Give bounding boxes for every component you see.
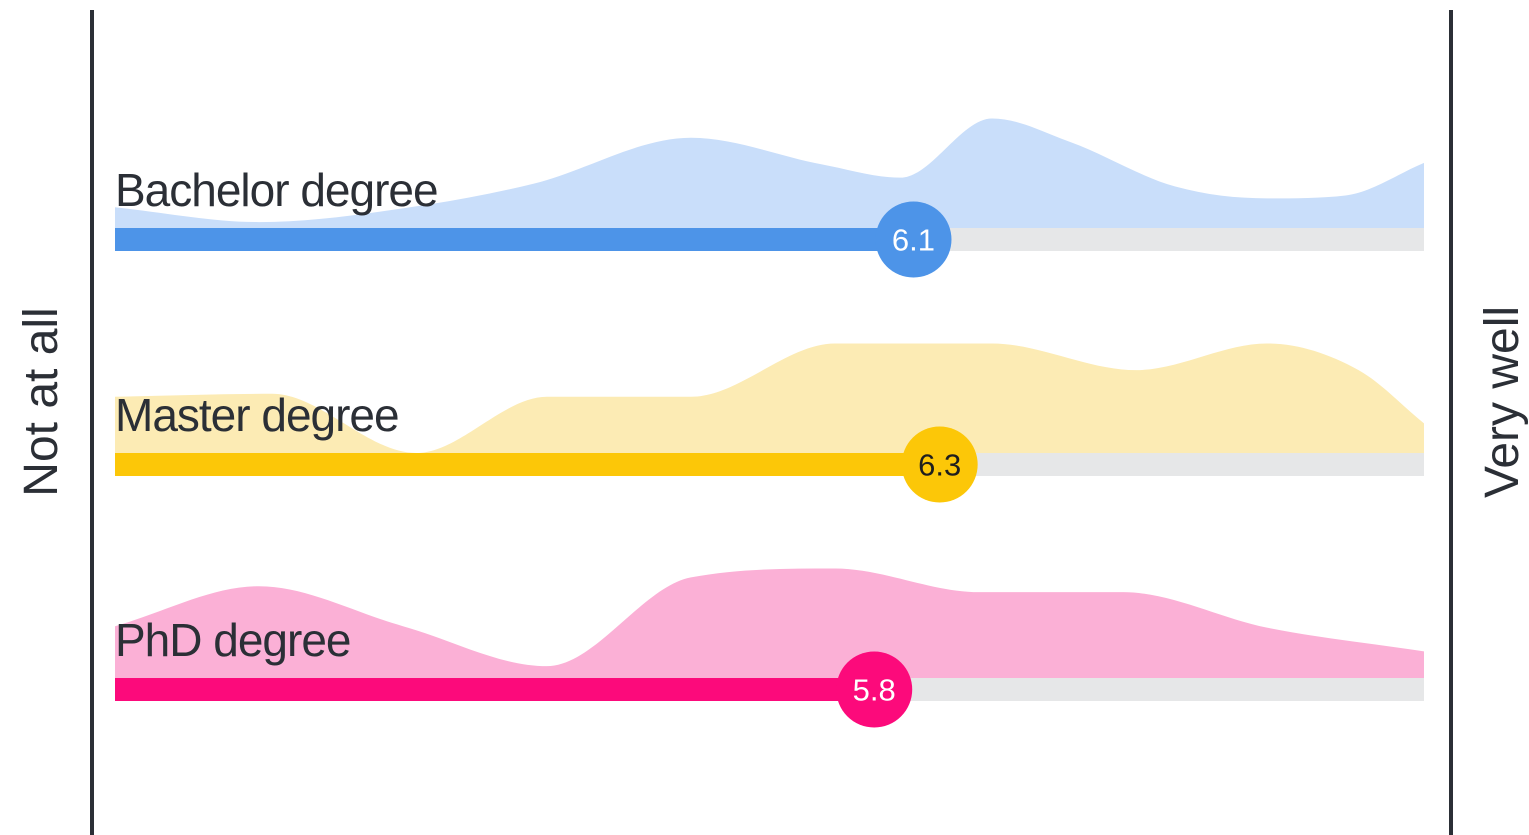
mean-bar: [115, 228, 914, 251]
mean-value-label: 5.8: [853, 673, 896, 708]
series-row: Bachelor degree 6.1: [115, 118, 1424, 278]
mean-bar: [115, 678, 875, 701]
series-row: PhD degree 5.8: [115, 568, 1424, 728]
series-label: PhD degree: [115, 614, 351, 666]
mean-value-label: 6.1: [892, 223, 935, 258]
mean-bar: [115, 453, 940, 476]
mean-marker: [901, 426, 978, 503]
series-label: Bachelor degree: [115, 164, 438, 216]
series-row: Master degree 6.3: [115, 343, 1424, 503]
right-axis-label: Very well: [1476, 306, 1529, 498]
mean-marker: [875, 201, 952, 278]
mean-value-label: 6.3: [918, 448, 961, 483]
left-axis-label: Not at all: [15, 307, 68, 496]
distribution-area: [115, 118, 1424, 228]
series-label: Master degree: [115, 389, 399, 441]
distribution-area: [115, 343, 1424, 453]
mean-marker: [836, 651, 913, 728]
distribution-area: [115, 568, 1424, 678]
